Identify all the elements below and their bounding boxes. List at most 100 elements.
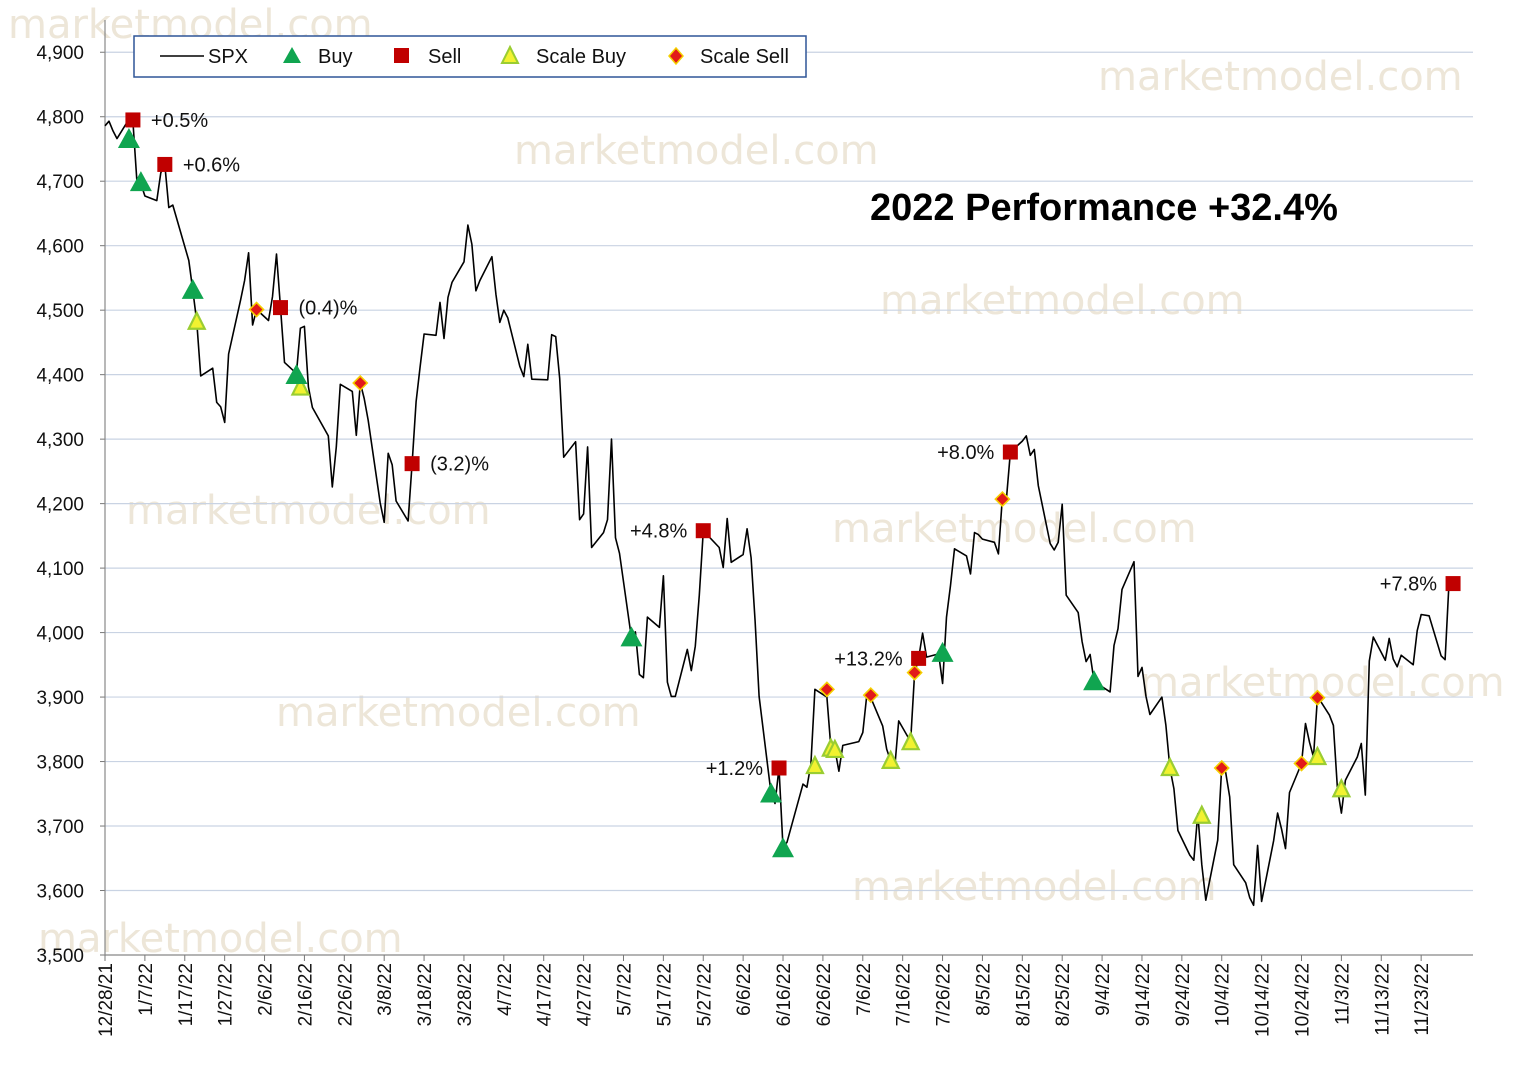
- scale-sell-marker: [1213, 759, 1230, 777]
- x-tick-label: 1/17/22: [176, 963, 197, 1026]
- y-tick-label: 3,900: [36, 688, 84, 709]
- x-tick-label: 3/18/22: [415, 963, 436, 1026]
- watermark-text: marketmodel.com: [1098, 54, 1463, 100]
- watermark-text: marketmodel.com: [832, 506, 1197, 552]
- x-tick-labels: 12/28/21 1/7/22 1/17/22 1/27/22 2/6/22 2/16/2…: [96, 963, 1433, 1037]
- buy-marker: [772, 837, 795, 858]
- y-tick-label: 4,600: [36, 237, 84, 258]
- buy-marker: [1083, 670, 1106, 691]
- trade-return-label: (0.4)%: [298, 298, 357, 320]
- x-tick-label: 9/4/22: [1093, 963, 1114, 1016]
- y-tick-label: 4,300: [36, 430, 84, 451]
- x-tick-label: 11/3/22: [1332, 963, 1353, 1025]
- scale-buy-marker: [1160, 756, 1180, 777]
- scale-buy-marker: [805, 754, 825, 775]
- sell-marker: [1445, 576, 1461, 592]
- x-tick-label: 2/26/22: [335, 963, 356, 1026]
- x-tick-label: 6/26/22: [814, 963, 835, 1026]
- x-tick-label: 7/26/22: [934, 963, 955, 1026]
- x-tick-label: 12/28/21: [96, 963, 117, 1037]
- y-tick-label: 3,500: [36, 946, 84, 967]
- y-tick-label: 3,600: [36, 882, 84, 903]
- scale-sell-marker: [862, 687, 879, 704]
- gridlines: [100, 51, 1473, 956]
- buy-marker: [129, 171, 152, 192]
- x-tick-label: 6/6/22: [734, 963, 755, 1016]
- y-tick-label: 4,200: [36, 495, 84, 516]
- sell-marker: [695, 523, 711, 539]
- trade-return-label: +0.6%: [183, 154, 240, 176]
- trade-markers: [117, 112, 1461, 858]
- axes: [104, 20, 1473, 961]
- scale-buy-marker: [186, 310, 207, 330]
- trade-return-label: +4.8%: [630, 521, 687, 543]
- x-tick-label: 9/14/22: [1133, 963, 1154, 1026]
- scale-sell-marker: [248, 301, 265, 318]
- legend-scale-buy-swatch: [500, 44, 520, 64]
- legend-label-buy: Buy: [318, 46, 352, 68]
- trade-return-annotations: +0.5% +0.6% (0.4)% (3.2)% +4.8% +1.2% +13.2% +8…: [151, 110, 1437, 780]
- scale-buy-marker: [1331, 777, 1352, 798]
- y-tick-label: 4,700: [36, 172, 84, 193]
- watermark-text: marketmodel.com: [852, 864, 1217, 910]
- watermark-text: marketmodel.com: [880, 278, 1245, 324]
- scale-sell-marker: [1293, 755, 1310, 772]
- watermark-text: marketmodel.com: [126, 488, 491, 534]
- y-tick-labels: 3,500 3,600 3,700 3,800 3,900 4,000 4,100 4,200…: [36, 43, 84, 967]
- y-tick-label: 4,000: [36, 624, 84, 645]
- buy-marker: [117, 127, 140, 148]
- y-tick-label: 4,100: [36, 559, 84, 580]
- x-tick-label: 7/16/22: [894, 963, 915, 1026]
- sell-marker: [1002, 444, 1018, 460]
- x-tick-label: 3/8/22: [375, 963, 396, 1016]
- legend-label-scale-sell: Scale Sell: [700, 46, 789, 68]
- scale-sell-marker: [906, 664, 923, 681]
- x-tick-label: 3/28/22: [455, 963, 476, 1026]
- legend-sell-swatch: [394, 48, 409, 63]
- legend-box: [133, 35, 807, 78]
- scale-buy-marker: [880, 749, 901, 770]
- watermark-text: marketmodel.com: [514, 128, 879, 174]
- performance-label: 2022 Performance +32.4%: [870, 187, 1338, 229]
- x-tick-label: 8/5/22: [973, 963, 994, 1016]
- y-tick-label: 4,400: [36, 366, 84, 387]
- x-tick-label: 2/6/22: [256, 963, 277, 1016]
- x-tick-label: 5/27/22: [694, 963, 715, 1026]
- scale-sell-marker: [352, 374, 369, 392]
- y-tick-label: 3,800: [36, 753, 84, 774]
- scale-buy-marker: [825, 738, 845, 759]
- x-tick-label: 2/16/22: [295, 963, 316, 1026]
- scale-sell-marker: [818, 681, 836, 698]
- legend-scale-sell-swatch: [668, 46, 684, 66]
- watermark-layer: marketmodel.com marketmodel.com marketmo…: [8, 2, 1505, 962]
- legend-buy-swatch: [283, 47, 301, 63]
- x-tick-label: 5/7/22: [614, 963, 635, 1016]
- sell-marker: [911, 650, 927, 666]
- x-tick-label: 11/23/22: [1412, 963, 1433, 1036]
- y-tick-label: 4,800: [36, 108, 84, 129]
- trade-return-label: +0.5%: [151, 110, 208, 132]
- sell-marker: [771, 760, 787, 776]
- x-tick-label: 1/27/22: [216, 963, 237, 1026]
- y-tick-label: 3,700: [36, 817, 84, 838]
- sell-marker: [404, 456, 420, 472]
- trade-return-label: +7.8%: [1380, 574, 1437, 596]
- x-tick-label: 7/6/22: [854, 963, 875, 1016]
- y-tick-label: 4,900: [36, 43, 84, 64]
- buy-marker: [760, 782, 783, 803]
- buy-marker: [285, 363, 308, 384]
- scale-sell-marker: [994, 490, 1011, 508]
- trade-return-label: (3.2)%: [430, 454, 489, 476]
- trade-return-label: +1.2%: [706, 758, 763, 780]
- x-tick-label: 10/14/22: [1253, 963, 1274, 1037]
- x-tick-label: 8/15/22: [1013, 963, 1034, 1026]
- trade-return-label: +8.0%: [937, 442, 994, 464]
- x-tick-label: 4/27/22: [575, 963, 596, 1026]
- x-tick-label: 4/17/22: [535, 963, 556, 1026]
- trade-return-label: +13.2%: [834, 648, 903, 670]
- sell-marker: [272, 300, 288, 316]
- x-tick-label: 10/4/22: [1213, 963, 1234, 1026]
- x-tick-label: 9/24/22: [1173, 963, 1194, 1026]
- scale-sell-marker: [1309, 689, 1326, 706]
